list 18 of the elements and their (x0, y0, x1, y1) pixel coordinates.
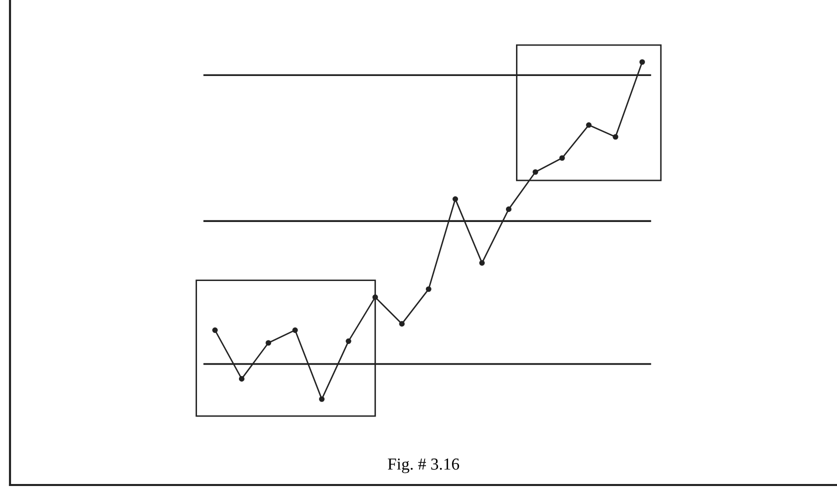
point (532, 169, 538, 175)
point (639, 59, 645, 65)
point (319, 396, 325, 402)
point (292, 327, 298, 333)
point (399, 321, 405, 327)
point (479, 260, 485, 266)
point (372, 294, 378, 300)
point (238, 376, 244, 382)
point (426, 286, 432, 292)
point (212, 327, 218, 333)
point (452, 196, 458, 202)
point (559, 155, 565, 161)
point (506, 206, 512, 212)
point (266, 340, 272, 346)
point (586, 122, 592, 128)
point (612, 134, 618, 140)
point (346, 338, 352, 344)
annotation: Fig. # 3.16 (388, 458, 460, 474)
